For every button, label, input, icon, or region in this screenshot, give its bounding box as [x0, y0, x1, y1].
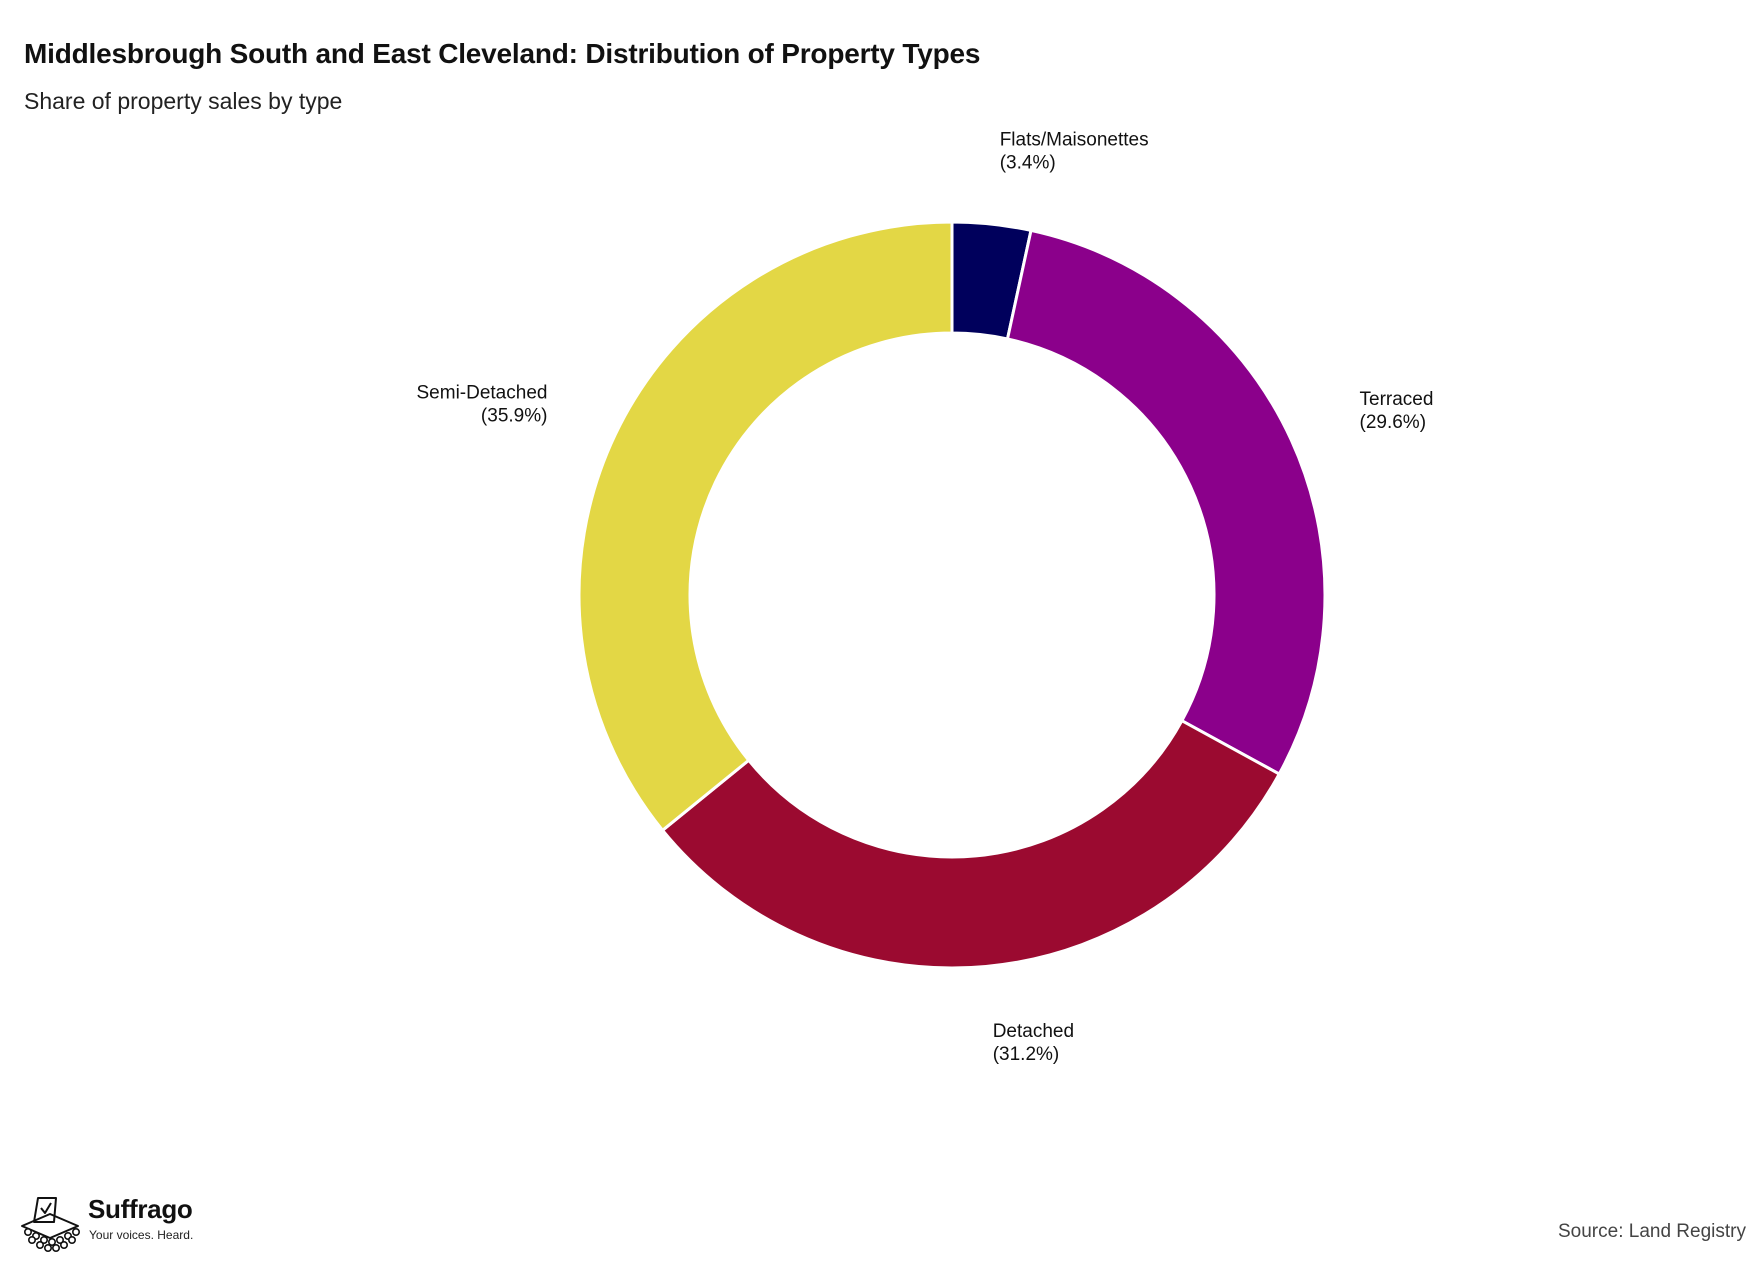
chart-title: Middlesbrough South and East Cleveland: …: [24, 38, 981, 69]
slice-label-category: Terraced: [1360, 389, 1434, 410]
slice-detached: [660, 718, 1282, 970]
slice-label-flats-maisonettes: Flats/Maisonettes (3.4%): [1000, 130, 1149, 174]
slice-label-category: Detached: [993, 1021, 1074, 1042]
slice-label-category: Semi-Detached: [417, 383, 548, 404]
brand-name: Suffrago: [88, 1194, 193, 1224]
donut-slices: [577, 220, 1327, 970]
chart-subtitle: Share of property sales by type: [24, 88, 343, 114]
slice-semi-detached: [577, 220, 954, 833]
slice-label-detached: Detached (31.2%): [993, 1021, 1074, 1065]
source-note: Source: Land Registry: [1558, 1221, 1746, 1242]
slice-label-semi-detached: Semi-Detached (35.9%): [417, 383, 548, 427]
brand-logo: Suffrago Your voices. Heard.: [16, 1192, 236, 1252]
brand-tagline: Your voices. Heard.: [89, 1228, 194, 1242]
slice-labels: Flats/Maisonettes (3.4%) Terraced (29.6%) De…: [417, 130, 1434, 1066]
ballot-box-icon: [21, 1197, 80, 1252]
slice-label-value: (31.2%): [993, 1044, 1060, 1065]
slice-label-value: (3.4%): [1000, 153, 1056, 174]
slice-label-value: (29.6%): [1360, 412, 1427, 433]
slice-label-terraced: Terraced (29.6%): [1360, 389, 1434, 433]
slice-label-category: Flats/Maisonettes: [1000, 130, 1149, 151]
slice-terraced: [1005, 228, 1327, 777]
slice-label-value: (35.9%): [481, 406, 548, 427]
